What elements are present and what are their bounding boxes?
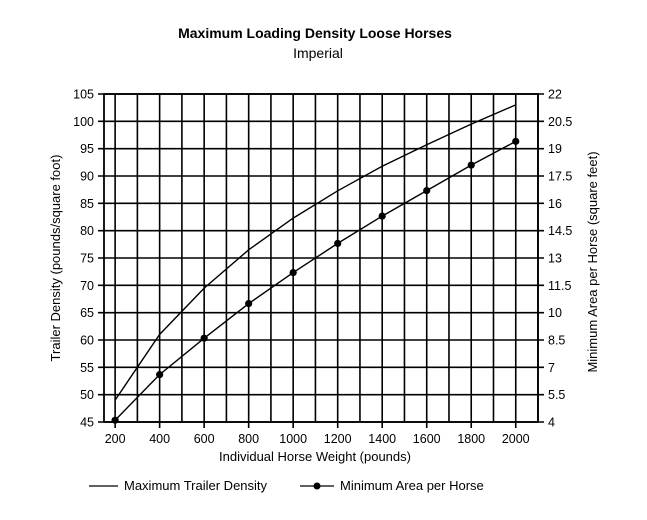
y-left-tick-label: 50 [80, 388, 94, 402]
y-right-tick-label: 16 [548, 197, 562, 211]
plot-frame [103, 93, 539, 423]
series [111, 104, 520, 424]
y-right-tick-label: 8.5 [548, 334, 565, 348]
series-line-trailer-density [114, 104, 516, 401]
y-right-tick-label: 7 [548, 361, 555, 375]
x-tick-label: 400 [149, 432, 170, 446]
legend-label-trailer-density: Maximum Trailer Density [124, 478, 268, 493]
y-axis-label-right: Minimum Area per Horse (square feet) [585, 151, 600, 372]
data-point-area-per-horse [378, 212, 386, 220]
y-left-tick-label: 100 [73, 115, 94, 129]
legend-marker-area-per-horse [313, 482, 321, 490]
y-right-tick-label: 11.5 [548, 279, 571, 293]
y-right-tick-label: 19 [548, 142, 562, 156]
y-left-tick-label: 85 [80, 197, 94, 211]
y-left-tick-label: 55 [80, 361, 94, 375]
x-tick-label: 1400 [368, 432, 396, 446]
legend: Maximum Trailer Density Minimum Area per… [89, 478, 484, 493]
y-left-tick-label: 70 [80, 279, 94, 293]
data-point-area-per-horse [111, 416, 119, 424]
grid [98, 93, 544, 428]
y-left-tick-label: 60 [80, 334, 94, 348]
y-left-tick-label: 65 [80, 306, 94, 320]
x-tick-label: 1000 [279, 432, 307, 446]
y-left-tick-label: 75 [80, 252, 94, 266]
y-right-tick-label: 17.5 [548, 170, 572, 184]
series-line-area-per-horse [114, 140, 517, 421]
data-point-area-per-horse [289, 268, 297, 277]
y-left-tick-label: 90 [80, 170, 94, 184]
y-right-tick-label: 10 [548, 306, 562, 320]
data-point-area-per-horse [200, 334, 208, 342]
legend-label-area-per-horse: Minimum Area per Horse [340, 478, 484, 493]
data-point-area-per-horse [156, 371, 164, 379]
data-point-area-per-horse [245, 299, 253, 308]
x-tick-label: 1800 [457, 432, 485, 446]
data-point-area-per-horse [423, 186, 431, 195]
x-axis-label: Individual Horse Weight (pounds) [219, 449, 411, 464]
y-left-tick-label: 105 [73, 88, 94, 102]
y-right-tick-label: 13 [548, 252, 562, 266]
y-right-tick-label: 22 [548, 88, 562, 102]
y-right-tick-label: 20.5 [548, 115, 572, 129]
x-tick-label: 1600 [413, 432, 441, 446]
x-tick-label: 600 [194, 432, 215, 446]
y-axis-label-left: Trailer Density (pounds/square foot) [48, 155, 63, 362]
x-tick-label: 1200 [324, 432, 352, 446]
y-left-tick-label: 45 [80, 416, 94, 430]
x-tick-label: 200 [105, 432, 126, 446]
chart-title: Maximum Loading Density Loose Horses [178, 25, 452, 41]
chart-subtitle: Imperial [293, 45, 343, 61]
y-right-tick-label: 14.5 [548, 224, 572, 238]
data-point-area-per-horse [467, 161, 475, 169]
x-tick-label: 800 [238, 432, 259, 446]
data-point-area-per-horse [334, 239, 342, 248]
x-tick-label: 2000 [502, 432, 530, 446]
data-point-area-per-horse [512, 137, 520, 145]
tick-labels: 45 4 50 5.5 55 7 60 8.5 65 10 70 11.5 75 13 80 14.5 85 16… [73, 88, 572, 447]
y-right-tick-label: 5.5 [548, 388, 565, 402]
y-right-tick-label: 4 [548, 416, 555, 430]
y-left-tick-label: 95 [80, 142, 94, 156]
y-left-tick-label: 80 [80, 224, 94, 238]
